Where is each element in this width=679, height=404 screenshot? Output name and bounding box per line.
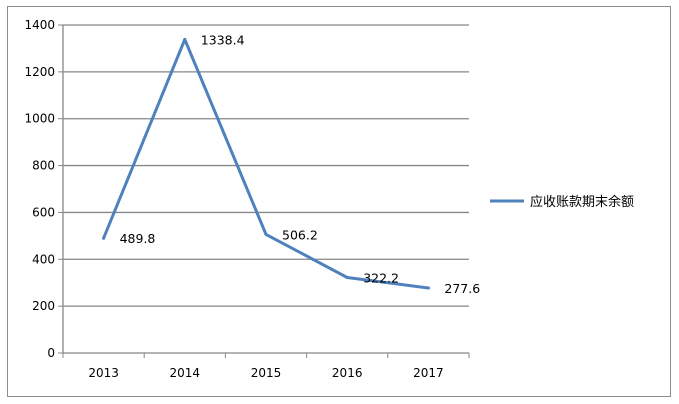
data-point <box>345 276 349 280</box>
x-axis-ticks: 2013 2014 2015 2016 2017 <box>62 353 470 380</box>
data-point <box>183 37 187 41</box>
y-tick-label: 1000 <box>24 112 55 126</box>
axes <box>62 25 469 354</box>
data-label: 277.6 <box>444 281 480 296</box>
y-tick-label: 200 <box>32 299 55 313</box>
series-line <box>102 37 430 290</box>
y-tick-label: 1400 <box>24 18 55 32</box>
series-layer <box>102 37 430 290</box>
x-tick-label: 2014 <box>170 366 201 380</box>
legend-label: 应收账款期末余额 <box>530 194 634 210</box>
data-point <box>426 286 430 290</box>
y-tick-label: 400 <box>32 252 55 266</box>
y-axis-ticks: 0 200 400 600 800 1000 1200 1400 <box>24 18 63 360</box>
data-point <box>102 236 106 240</box>
x-tick-label: 2013 <box>88 366 119 380</box>
data-label: 506.2 <box>282 227 318 242</box>
y-tick-label: 600 <box>32 205 55 219</box>
y-tick-label: 1200 <box>24 65 55 79</box>
data-label: 1338.4 <box>201 32 245 47</box>
gridlines <box>63 24 469 307</box>
data-point <box>264 232 268 236</box>
data-label: 489.8 <box>120 231 156 246</box>
y-tick-label: 0 <box>47 346 55 360</box>
data-label: 322.2 <box>363 271 399 286</box>
x-tick-label: 2016 <box>332 366 363 380</box>
x-tick-label: 2017 <box>413 366 444 380</box>
x-tick-label: 2015 <box>251 366 282 380</box>
legend: 应收账款期末余额 <box>490 194 634 210</box>
y-tick-label: 800 <box>32 159 55 173</box>
data-labels: 489.8 1338.4 506.2 322.2 277.6 <box>120 32 481 296</box>
